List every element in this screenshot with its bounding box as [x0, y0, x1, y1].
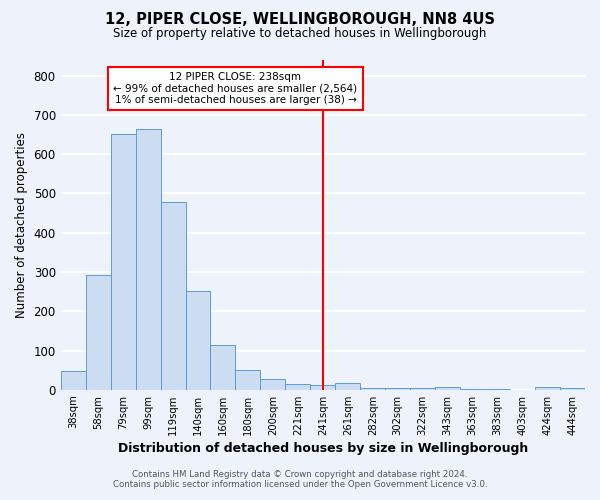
Y-axis label: Number of detached properties: Number of detached properties — [15, 132, 28, 318]
Text: Contains HM Land Registry data © Crown copyright and database right 2024.
Contai: Contains HM Land Registry data © Crown c… — [113, 470, 487, 489]
Text: 12, PIPER CLOSE, WELLINGBOROUGH, NN8 4US: 12, PIPER CLOSE, WELLINGBOROUGH, NN8 4US — [105, 12, 495, 28]
Bar — [235, 370, 260, 390]
Bar — [485, 389, 510, 390]
Bar — [360, 388, 385, 390]
Bar — [310, 384, 335, 390]
Bar — [86, 275, 110, 390]
Bar — [185, 291, 211, 390]
Bar — [435, 386, 460, 390]
X-axis label: Distribution of detached houses by size in Wellingborough: Distribution of detached houses by size … — [118, 442, 528, 455]
Bar — [385, 388, 410, 390]
Bar — [161, 202, 185, 390]
Text: Size of property relative to detached houses in Wellingborough: Size of property relative to detached ho… — [113, 28, 487, 40]
Bar — [61, 371, 86, 390]
Bar — [260, 379, 286, 390]
Bar — [136, 128, 161, 390]
Bar — [535, 386, 560, 390]
Bar — [560, 388, 585, 390]
Bar — [335, 383, 360, 390]
Bar — [110, 134, 136, 390]
Bar — [460, 389, 485, 390]
Text: 12 PIPER CLOSE: 238sqm
← 99% of detached houses are smaller (2,564)
1% of semi-d: 12 PIPER CLOSE: 238sqm ← 99% of detached… — [113, 72, 358, 105]
Bar — [286, 384, 310, 390]
Bar — [211, 346, 235, 390]
Bar — [410, 388, 435, 390]
